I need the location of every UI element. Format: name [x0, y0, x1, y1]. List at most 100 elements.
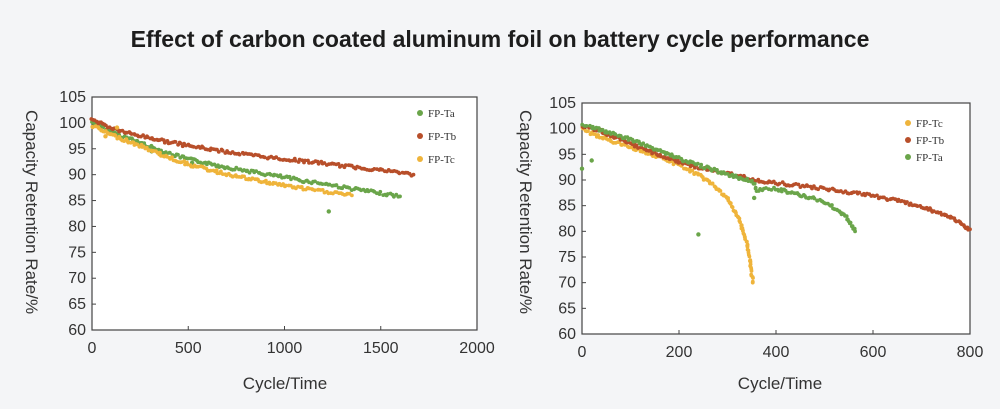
- data-point: [695, 161, 700, 166]
- x-axis-title: Cycle/Time: [738, 374, 822, 393]
- data-point: [848, 220, 853, 225]
- data-point: [593, 132, 597, 137]
- x-tick-label: 0: [578, 344, 587, 361]
- data-point: [208, 168, 213, 173]
- data-point: [730, 205, 735, 210]
- data-point: [303, 158, 307, 163]
- y-tick-label: 75: [68, 244, 86, 261]
- y-tick-label: 90: [558, 172, 576, 189]
- data-point: [710, 181, 715, 186]
- y-tick-label: 95: [68, 141, 86, 158]
- data-point: [411, 172, 416, 177]
- data-point: [777, 181, 782, 186]
- data-point: [690, 168, 695, 173]
- data-point: [640, 150, 645, 154]
- data-point: [176, 152, 180, 157]
- outlier-point: [579, 166, 585, 171]
- data-point: [625, 135, 630, 140]
- legend-label: FP-Tb: [916, 135, 945, 147]
- data-point: [312, 188, 317, 193]
- x-axis-title: Cycle/Time: [243, 374, 327, 393]
- data-point: [738, 220, 742, 225]
- data-point: [144, 145, 149, 150]
- data-point: [905, 200, 909, 204]
- data-point: [671, 162, 676, 167]
- data-point: [851, 190, 856, 195]
- data-point: [857, 190, 862, 195]
- data-point: [242, 174, 247, 179]
- y-axis-title: Capacity Retention Rate/%: [516, 110, 535, 314]
- y-tick-label: 70: [68, 270, 86, 287]
- outlier-point: [696, 232, 701, 237]
- x-tick-label: 500: [175, 340, 202, 357]
- data-point: [750, 178, 754, 183]
- data-point: [219, 169, 223, 174]
- y-tick-label: 60: [558, 326, 576, 343]
- data-point: [613, 132, 618, 137]
- outlier-point: [114, 125, 120, 130]
- y-tick-label: 100: [549, 121, 576, 138]
- data-point: [372, 167, 377, 171]
- data-point: [875, 193, 879, 198]
- legend-label: FP-Tc: [916, 118, 943, 130]
- data-point: [745, 239, 749, 244]
- x-tick-label: 1000: [267, 340, 303, 357]
- data-point: [746, 179, 751, 184]
- series-fp-tc: [90, 124, 354, 198]
- y-tick-label: 85: [68, 193, 86, 210]
- data-point: [178, 141, 183, 146]
- data-point: [320, 182, 325, 187]
- data-point: [378, 189, 383, 194]
- plot-area: [581, 102, 971, 335]
- data-point: [284, 183, 288, 188]
- data-point: [739, 223, 744, 228]
- data-point: [168, 151, 172, 155]
- data-point: [600, 127, 605, 132]
- data-point: [827, 187, 832, 192]
- outlier-point: [751, 195, 757, 201]
- plot-area: [91, 96, 478, 331]
- x-tick-label: 800: [957, 344, 984, 361]
- data-point: [728, 201, 733, 206]
- data-point: [716, 170, 721, 175]
- figure-title: Effect of carbon coated aluminum foil on…: [130, 26, 870, 52]
- y-tick-label: 85: [558, 198, 576, 215]
- data-point: [214, 168, 219, 173]
- legend-marker: [905, 120, 911, 126]
- y-axis-title: Capacity Retention Rate/%: [22, 110, 41, 314]
- data-point: [336, 162, 341, 166]
- x-tick-label: 600: [860, 344, 887, 361]
- outlier-point: [326, 209, 331, 214]
- y-tick-label: 70: [558, 275, 576, 292]
- data-point: [745, 244, 750, 249]
- data-point: [709, 168, 714, 173]
- data-point: [216, 150, 221, 154]
- data-point: [170, 155, 174, 160]
- data-point: [254, 169, 259, 174]
- data-point: [805, 184, 810, 189]
- legend-marker: [417, 156, 423, 162]
- data-point: [313, 179, 317, 184]
- legend-label: FP-Ta: [916, 152, 943, 164]
- data-point: [796, 182, 801, 187]
- data-point: [885, 198, 890, 203]
- data-point: [769, 188, 774, 192]
- data-point: [968, 227, 972, 232]
- data-point: [751, 276, 755, 280]
- outlier-point: [103, 134, 108, 139]
- data-point: [398, 194, 402, 199]
- data-point: [173, 140, 178, 144]
- data-point: [584, 124, 589, 128]
- data-point: [316, 161, 321, 166]
- data-point: [586, 129, 590, 134]
- x-tick-label: 2000: [459, 340, 495, 357]
- x-tick-label: 200: [666, 344, 693, 361]
- data-point: [349, 193, 354, 198]
- y-tick-label: 105: [549, 95, 576, 112]
- y-tick-label: 75: [558, 249, 576, 266]
- data-point: [234, 165, 239, 170]
- y-tick-label: 65: [68, 296, 86, 313]
